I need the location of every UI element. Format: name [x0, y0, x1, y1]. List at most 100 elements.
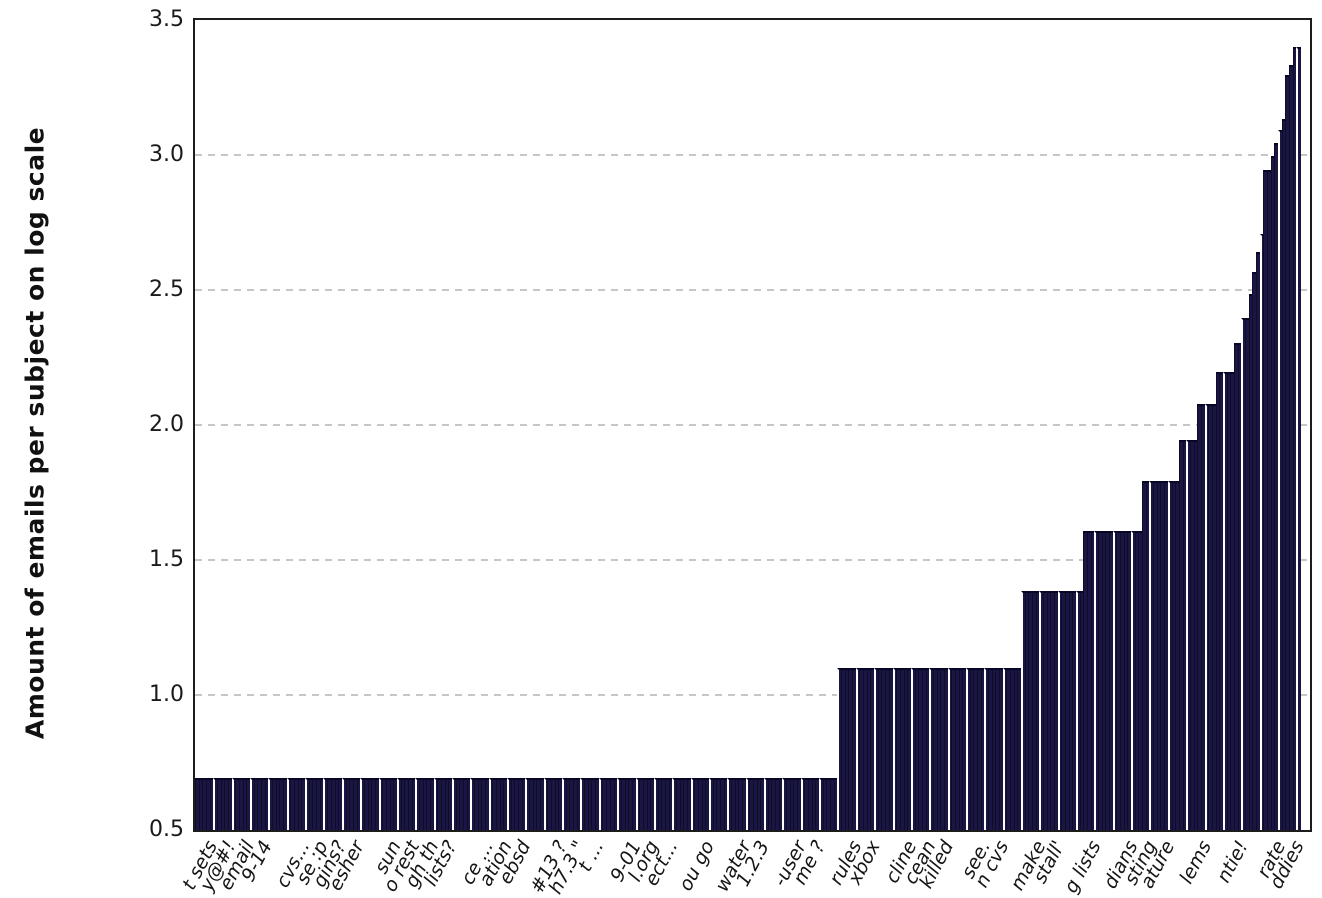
bar — [250, 777, 255, 830]
bar — [932, 668, 938, 830]
bar — [973, 668, 978, 830]
bar — [1266, 170, 1272, 830]
bar — [727, 777, 732, 830]
bar — [584, 777, 589, 830]
bar — [609, 777, 615, 830]
bar — [591, 777, 596, 830]
bar — [686, 777, 692, 830]
bar — [804, 777, 809, 830]
bar — [1252, 272, 1257, 830]
bar — [1127, 530, 1132, 830]
bar — [349, 777, 354, 830]
bar — [1160, 481, 1165, 830]
bar — [1292, 46, 1297, 830]
bar — [1248, 294, 1253, 830]
bar — [569, 777, 574, 830]
bar — [1072, 590, 1077, 830]
bar — [1123, 530, 1129, 830]
bar — [830, 777, 835, 830]
bar — [734, 777, 739, 830]
bar — [1142, 481, 1147, 830]
bar — [338, 777, 343, 830]
bar — [540, 777, 545, 830]
y-tick-label: 0.5 — [149, 817, 184, 842]
bar — [1178, 439, 1184, 830]
bar — [936, 668, 941, 830]
bar — [598, 777, 604, 830]
bar — [371, 777, 376, 830]
bar — [1153, 481, 1158, 830]
bar — [771, 777, 776, 830]
bar — [617, 777, 622, 830]
bar — [319, 777, 325, 830]
bar — [786, 777, 791, 830]
bar — [573, 777, 578, 830]
bar — [969, 668, 974, 830]
bar — [253, 777, 258, 830]
bar — [543, 777, 549, 830]
bar — [576, 777, 582, 830]
bar — [1285, 75, 1290, 830]
bar — [433, 777, 438, 830]
bar — [1054, 590, 1059, 830]
bar — [1211, 403, 1217, 830]
bar — [1098, 530, 1103, 830]
bar — [444, 777, 449, 830]
bar — [885, 668, 890, 830]
bar — [918, 668, 923, 830]
bar — [580, 777, 585, 830]
bar — [1061, 590, 1066, 830]
plot-area — [193, 18, 1312, 832]
bar — [341, 777, 347, 830]
bar — [268, 777, 273, 830]
bar — [474, 777, 479, 830]
bar — [1208, 403, 1213, 830]
bar — [1281, 118, 1286, 830]
bar — [407, 777, 413, 830]
bar — [848, 668, 853, 830]
bar — [316, 777, 321, 830]
bar — [1189, 439, 1195, 830]
bar — [756, 777, 761, 830]
bar — [947, 668, 952, 830]
bar — [286, 777, 292, 830]
bar — [239, 777, 244, 830]
bar — [1270, 156, 1275, 830]
bar — [1017, 668, 1022, 830]
bar — [448, 777, 453, 830]
x-tick-label: lems — [1175, 837, 1217, 888]
bar — [925, 668, 930, 830]
bar — [697, 777, 703, 830]
bar — [374, 777, 380, 830]
bar — [921, 668, 927, 830]
bar — [279, 777, 284, 830]
bar — [422, 777, 427, 830]
bar — [653, 777, 659, 830]
bar — [1222, 371, 1228, 830]
bar — [382, 777, 387, 830]
bar — [1024, 590, 1029, 830]
bar — [613, 777, 618, 830]
bar — [958, 668, 963, 830]
bar — [822, 777, 828, 830]
bar — [1259, 233, 1264, 830]
bar — [1094, 530, 1099, 830]
bar — [1035, 590, 1040, 830]
bar — [1175, 481, 1180, 830]
bar — [782, 777, 787, 830]
bar — [1230, 371, 1235, 830]
bar — [708, 777, 714, 830]
bar — [551, 777, 556, 830]
bar — [866, 668, 872, 830]
y-tick-label: 3.0 — [149, 142, 184, 167]
bar — [995, 668, 1000, 830]
bar — [723, 777, 728, 830]
bar — [195, 777, 200, 830]
bar — [877, 668, 883, 830]
bar — [565, 777, 571, 830]
bar — [664, 777, 670, 830]
bar — [1145, 481, 1151, 830]
bar — [789, 777, 794, 830]
bar — [606, 777, 611, 830]
bar — [1090, 530, 1095, 830]
